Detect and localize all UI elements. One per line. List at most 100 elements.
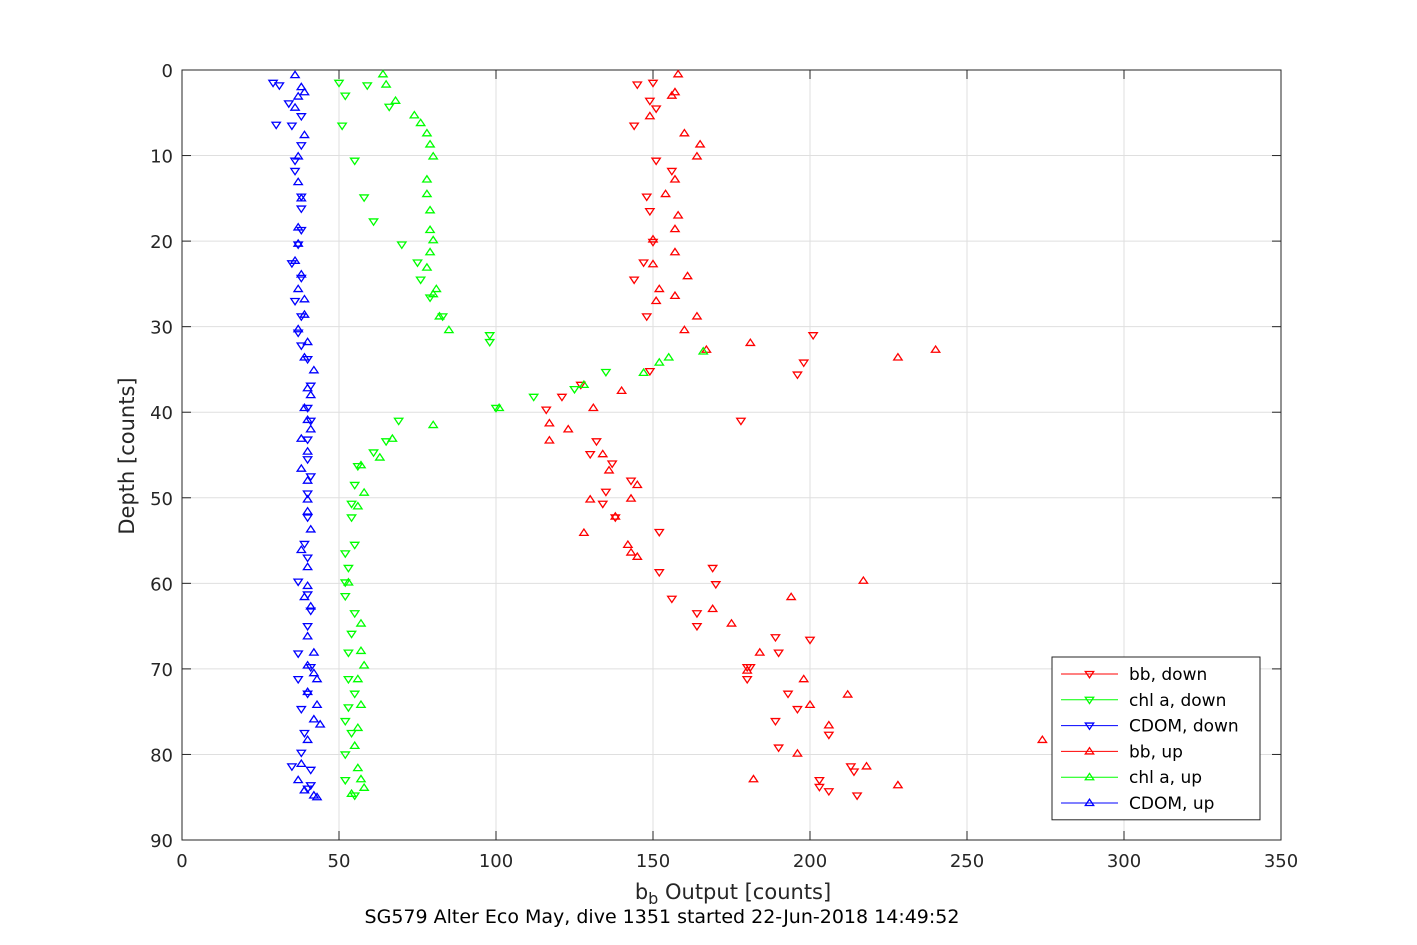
data-point bbox=[299, 592, 310, 601]
legend-label: bb, down bbox=[1129, 665, 1207, 685]
data-points bbox=[267, 69, 1048, 801]
data-point bbox=[283, 100, 295, 109]
data-point bbox=[302, 414, 314, 424]
data-point bbox=[424, 247, 436, 256]
data-point bbox=[754, 647, 766, 656]
data-point bbox=[427, 151, 439, 160]
data-point bbox=[299, 402, 310, 412]
data-point bbox=[562, 424, 574, 433]
data-point bbox=[339, 776, 351, 786]
data-point bbox=[295, 758, 307, 768]
data-point bbox=[302, 446, 314, 455]
data-point bbox=[741, 665, 753, 674]
data-point bbox=[355, 774, 367, 783]
data-point bbox=[299, 540, 310, 549]
data-point bbox=[336, 122, 348, 131]
data-point bbox=[308, 365, 320, 374]
data-point bbox=[707, 564, 719, 573]
data-point bbox=[302, 580, 314, 590]
data-point bbox=[861, 761, 872, 770]
data-point bbox=[302, 554, 314, 563]
data-point bbox=[295, 205, 307, 214]
data-point bbox=[292, 324, 304, 333]
x-axis-label-subscript: b bbox=[648, 889, 658, 908]
data-point bbox=[311, 674, 323, 683]
data-point bbox=[528, 393, 540, 402]
data-point bbox=[292, 775, 304, 784]
data-point bbox=[299, 729, 310, 739]
x-tick-label: 250 bbox=[950, 851, 984, 872]
data-point bbox=[660, 189, 671, 198]
data-point bbox=[393, 417, 405, 426]
data-point bbox=[292, 91, 304, 100]
x-axis-label: bb Output [counts] bbox=[635, 880, 831, 908]
data-point bbox=[352, 462, 364, 472]
data-point bbox=[302, 456, 314, 465]
data-point bbox=[748, 774, 759, 783]
series-chl-a-down bbox=[333, 79, 612, 801]
data-point bbox=[377, 69, 389, 78]
data-point bbox=[691, 610, 703, 619]
data-point bbox=[390, 95, 401, 104]
data-point bbox=[299, 309, 310, 318]
data-point bbox=[349, 541, 361, 550]
data-point bbox=[653, 569, 665, 578]
data-point bbox=[641, 193, 653, 202]
data-point bbox=[625, 547, 637, 556]
data-point bbox=[785, 592, 797, 601]
data-point bbox=[352, 722, 364, 732]
data-point bbox=[493, 402, 505, 412]
data-point bbox=[358, 194, 370, 203]
axis-ticks: 0 50 100 150 200 250 300 350 0 10 20 30 40 50 60 70 80 90 bbox=[150, 61, 1298, 872]
data-point bbox=[814, 783, 825, 792]
data-point bbox=[311, 699, 323, 708]
data-point bbox=[443, 325, 455, 334]
data-point bbox=[302, 475, 314, 484]
data-point bbox=[289, 255, 301, 264]
data-point bbox=[434, 311, 445, 320]
y-tick-label: 80 bbox=[150, 745, 173, 766]
data-point bbox=[295, 749, 307, 758]
y-tick-label: 40 bbox=[150, 403, 173, 424]
data-point bbox=[848, 768, 860, 777]
data-point bbox=[343, 564, 354, 573]
data-point bbox=[302, 490, 314, 499]
data-point bbox=[295, 193, 307, 202]
data-point bbox=[292, 578, 304, 587]
data-point bbox=[484, 338, 496, 348]
data-point bbox=[408, 110, 420, 119]
data-point bbox=[650, 296, 662, 305]
data-point bbox=[361, 82, 373, 91]
data-point bbox=[295, 274, 307, 283]
data-point bbox=[653, 357, 665, 366]
series-bb-up bbox=[543, 69, 1048, 789]
data-point bbox=[295, 433, 307, 442]
data-point bbox=[678, 325, 690, 334]
plot-area-frame bbox=[181, 69, 1282, 841]
data-point bbox=[842, 689, 854, 698]
data-point bbox=[653, 528, 665, 537]
data-point bbox=[380, 79, 392, 88]
legend-item: chl a, up bbox=[1061, 768, 1202, 788]
data-point bbox=[575, 381, 587, 390]
data-point bbox=[289, 70, 301, 79]
data-point bbox=[295, 142, 307, 151]
data-point bbox=[346, 630, 357, 639]
data-point bbox=[302, 622, 314, 632]
data-point bbox=[349, 610, 361, 619]
data-point bbox=[591, 438, 602, 447]
data-point bbox=[305, 390, 317, 399]
data-point bbox=[299, 785, 310, 794]
data-point bbox=[647, 259, 659, 268]
data-point bbox=[930, 344, 942, 353]
y-tick-label: 50 bbox=[150, 489, 173, 510]
y-axis-label: Depth [counts] bbox=[115, 377, 139, 534]
data-point bbox=[569, 385, 580, 395]
data-point bbox=[299, 87, 310, 96]
data-point bbox=[421, 262, 433, 271]
data-point bbox=[584, 450, 596, 460]
data-point bbox=[666, 167, 678, 176]
data-point bbox=[650, 157, 662, 166]
data-point bbox=[741, 675, 753, 685]
data-point bbox=[697, 346, 709, 355]
